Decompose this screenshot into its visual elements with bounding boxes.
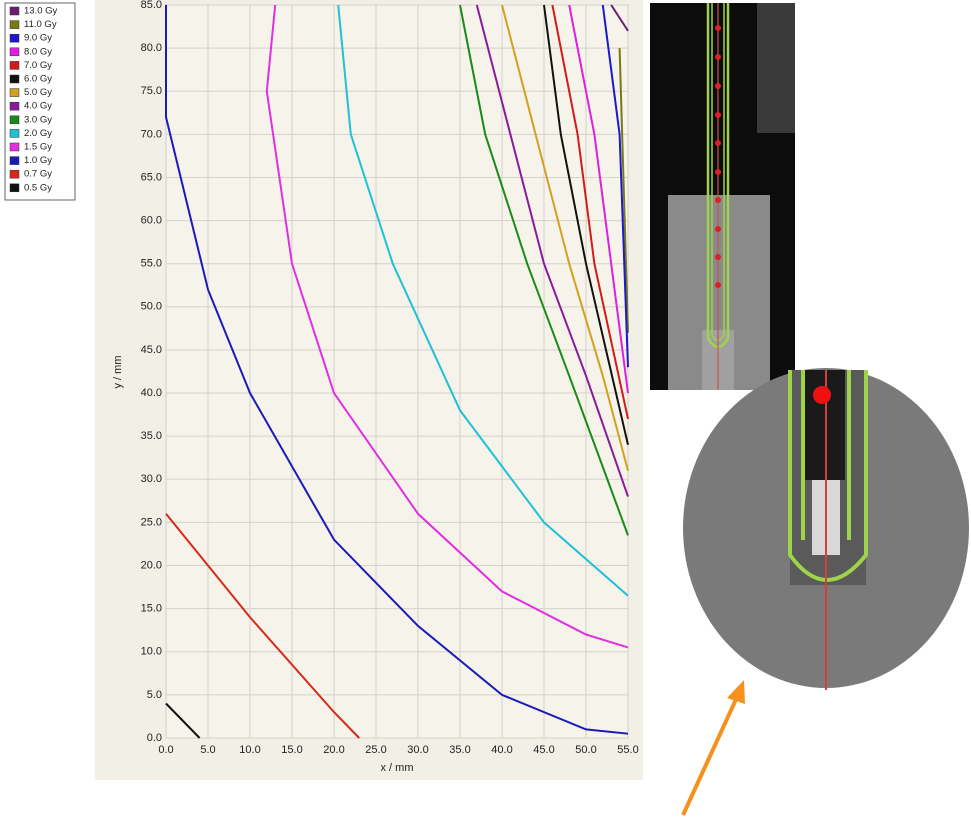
y-tick-label: 65.0 xyxy=(141,171,162,183)
isodose-lines xyxy=(165,4,629,739)
isodose-line xyxy=(501,4,629,471)
isodose-line xyxy=(337,4,629,597)
y-axis-label: y / mm xyxy=(112,356,124,389)
legend-label: 0.7 Gy xyxy=(24,169,52,180)
legend-swatch xyxy=(9,169,20,179)
legend-swatch xyxy=(9,183,20,193)
isodose-line xyxy=(601,4,629,368)
legend-swatch xyxy=(9,74,20,84)
y-tick-label: 35.0 xyxy=(141,430,162,442)
isodose-line xyxy=(265,4,629,649)
y-tick-label: 85.0 xyxy=(141,0,162,11)
isodose-line xyxy=(459,4,629,536)
zoom-image xyxy=(683,368,969,690)
isodose-line xyxy=(165,5,629,735)
ticks: 0.0 5.0 10.0 15.0 20.0 25.0 30.0 35.0 40.0 45.0 50… xyxy=(141,0,639,756)
y-tick-label: 10.0 xyxy=(141,646,162,658)
isodose-line xyxy=(610,4,629,32)
legend-label: 3.0 Gy xyxy=(24,114,52,125)
y-tick-label: 45.0 xyxy=(141,344,162,356)
legend-swatch xyxy=(9,101,20,111)
legend-swatch xyxy=(9,47,20,57)
legend-swatch xyxy=(9,129,20,138)
dwell-positions xyxy=(715,25,721,288)
arrow xyxy=(681,680,745,816)
x-tick-label: 20.0 xyxy=(323,744,344,756)
legend-label: 4.0 Gy xyxy=(24,101,52,112)
legend-swatch xyxy=(9,142,20,152)
y-tick-label: 80.0 xyxy=(141,42,162,54)
x-tick-label: 5.0 xyxy=(200,744,215,756)
legend-swatch xyxy=(9,61,20,70)
x-tick-label: 55.0 xyxy=(617,744,638,756)
x-tick-label: 15.0 xyxy=(281,744,302,756)
x-tick-label: 40.0 xyxy=(491,744,512,756)
legend-label: 1.5 Gy xyxy=(24,142,52,153)
zoom-inner-outline xyxy=(801,370,851,540)
isodose-line xyxy=(165,513,360,739)
x-tick-label: 30.0 xyxy=(407,744,428,756)
x-tick-label: 35.0 xyxy=(449,744,470,756)
zoom-dwell xyxy=(813,386,831,404)
legend: 13.0 Gy 11.0 Gy 9.0 Gy 8.0 Gy 7.0 Gy 6.0 Gy 5.… xyxy=(9,6,58,193)
arrow-head xyxy=(727,680,745,704)
y-tick-label: 75.0 xyxy=(141,85,162,97)
legend-swatch xyxy=(9,115,20,125)
y-tick-label: 70.0 xyxy=(141,128,162,140)
legend-label: 9.0 Gy xyxy=(24,33,52,44)
y-tick-label: 20.0 xyxy=(141,559,162,571)
x-axis-label: x / mm xyxy=(381,762,414,774)
y-tick-label: 5.0 xyxy=(147,689,162,701)
x-tick-label: 0.0 xyxy=(158,744,173,756)
legend-label: 7.0 Gy xyxy=(24,60,52,71)
legend-swatch xyxy=(9,156,20,165)
y-tick-label: 25.0 xyxy=(141,516,162,528)
isodose-line xyxy=(475,4,629,497)
isodose-line xyxy=(568,4,629,394)
legend-label: 13.0 Gy xyxy=(24,6,58,17)
y-tick-label: 30.0 xyxy=(141,473,162,485)
legend-label: 11.0 Gy xyxy=(24,19,57,30)
x-tick-label: 10.0 xyxy=(239,744,260,756)
legend-swatch xyxy=(9,20,20,29)
legend-label: 6.0 Gy xyxy=(24,74,52,85)
isodose-line xyxy=(618,48,629,333)
x-tick-label: 25.0 xyxy=(365,744,386,756)
y-tick-label: 0.0 xyxy=(147,732,162,744)
y-tick-label: 15.0 xyxy=(141,603,162,615)
legend-swatch xyxy=(9,88,20,97)
zoom-outline xyxy=(788,370,868,582)
isodose-line xyxy=(551,4,629,420)
legend-label: 0.5 Gy xyxy=(24,182,52,193)
isodose-line xyxy=(165,702,201,739)
ct-block xyxy=(757,3,795,133)
y-tick-label: 55.0 xyxy=(141,258,162,270)
legend-swatch xyxy=(9,33,20,43)
y-tick-label: 60.0 xyxy=(141,214,162,226)
legend-label: 1.0 Gy xyxy=(24,155,52,166)
legend-swatch xyxy=(9,6,20,16)
ct-image xyxy=(650,3,795,390)
y-tick-label: 40.0 xyxy=(141,387,162,399)
legend-label: 8.0 Gy xyxy=(24,46,52,57)
y-tick-label: 50.0 xyxy=(141,301,162,313)
legend-label: 2.0 Gy xyxy=(24,128,52,139)
x-tick-label: 50.0 xyxy=(575,744,596,756)
isodose-line xyxy=(543,4,629,446)
legend-label: 5.0 Gy xyxy=(24,87,52,98)
x-tick-label: 45.0 xyxy=(533,744,554,756)
arrow-shaft xyxy=(681,694,740,816)
